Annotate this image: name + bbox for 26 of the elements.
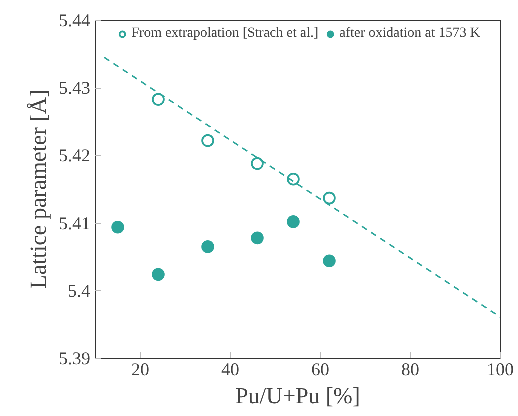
legend-label: From extrapolation [Strach et al.]	[132, 26, 319, 42]
y-tick-label: 5.43	[59, 78, 90, 98]
legend-label: after oxidation at 1573 K	[340, 26, 480, 42]
point	[112, 220, 124, 234]
x-tick-label: 40	[222, 360, 240, 380]
y-tick-label: 5.41	[59, 213, 90, 234]
y-tick-label: 5.39	[59, 348, 90, 368]
point	[323, 254, 336, 268]
point	[287, 172, 300, 186]
point	[287, 216, 300, 228]
x-tick-label: 60	[312, 360, 330, 380]
y-tick-label: 5.4	[68, 280, 90, 301]
x-tick-label: 20	[132, 360, 150, 380]
x-tick-label: 100	[487, 360, 514, 380]
x-axis-title: Pu/U+Pu [%]	[236, 384, 360, 408]
point	[251, 157, 264, 170]
point	[323, 192, 336, 205]
point	[152, 268, 165, 282]
point	[251, 232, 264, 245]
point	[152, 93, 165, 106]
point	[202, 134, 214, 148]
point	[202, 240, 214, 254]
y-tick-label: 5.42	[59, 146, 90, 166]
x-tick-label: 80	[402, 360, 420, 380]
y-axis-title: Lattice parameter [Å]	[26, 90, 51, 290]
y-tick-label: 5.44	[59, 10, 90, 30]
